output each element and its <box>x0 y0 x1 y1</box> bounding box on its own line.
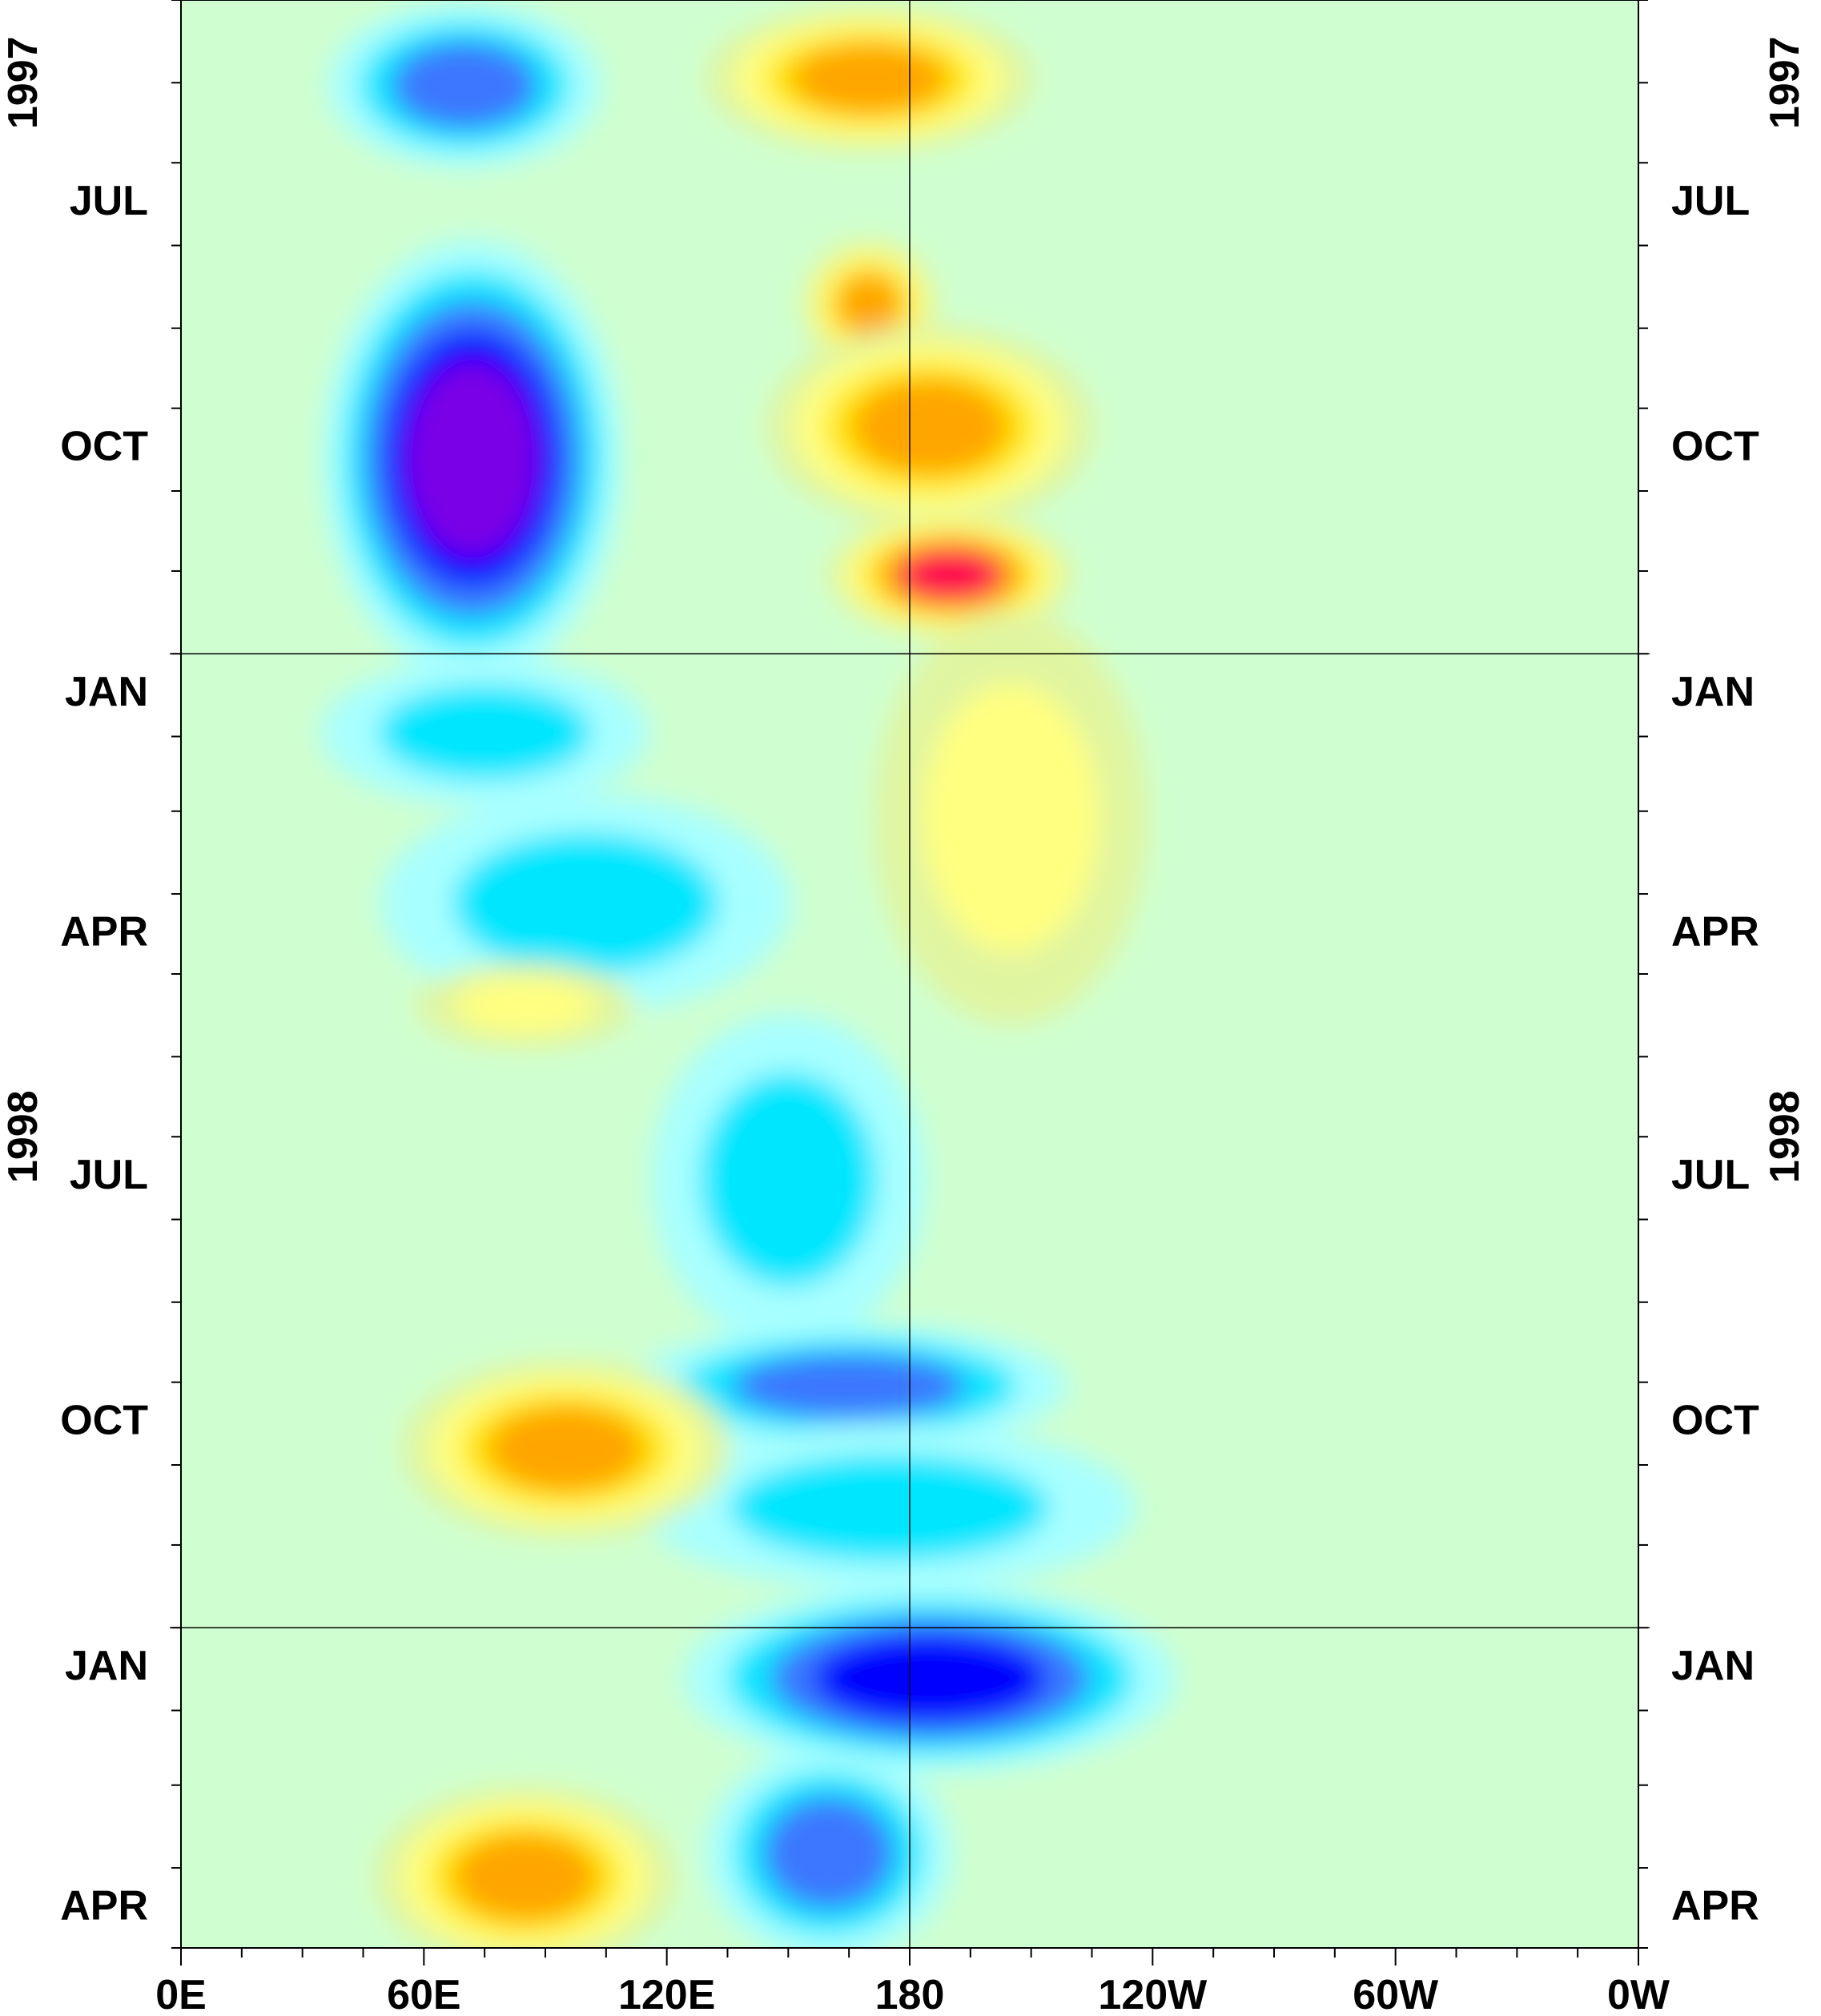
year-label-right: 1998 <box>1762 1090 1808 1183</box>
year-label-right: 1997 <box>1762 36 1808 129</box>
anomaly-field <box>320 2 1176 1948</box>
anomaly-feature <box>643 1424 1136 1591</box>
month-label-right: JAN <box>1671 1643 1755 1689</box>
anomaly-contour-band <box>922 683 1099 952</box>
anomaly-feature <box>380 793 791 1013</box>
year-label-left: 1998 <box>0 1090 46 1183</box>
anomaly-contour-band <box>814 1634 1047 1723</box>
anomaly-feature <box>320 658 649 807</box>
longitude-tick-label: 180 <box>875 1972 945 2016</box>
longitude-tick-label: 0W <box>1607 1972 1670 2016</box>
anomaly-contour-band <box>852 379 1007 475</box>
month-label-left: APR <box>60 909 148 956</box>
month-label-right: APR <box>1671 909 1759 956</box>
anomaly-feature <box>322 239 623 679</box>
longitude-tick-label: 120W <box>1098 1972 1208 2016</box>
longitude-tick-label: 0E <box>155 1972 207 2016</box>
month-label-left: JAN <box>65 1643 148 1689</box>
anomaly-contour-band <box>763 1797 894 1910</box>
anomaly-contour-band <box>488 1406 643 1492</box>
month-label-left: OCT <box>60 423 148 469</box>
axis-ticks <box>171 0 1648 1966</box>
month-label-left: JUL <box>70 178 148 224</box>
anomaly-contour-band <box>452 831 719 975</box>
month-label-left: JAN <box>65 669 148 715</box>
month-label-right: JUL <box>1671 178 1750 224</box>
month-label-right: APR <box>1671 1883 1759 1929</box>
month-label-right: OCT <box>1671 423 1759 469</box>
anomaly-contour-band <box>378 684 591 781</box>
anomaly-feature <box>826 512 1074 638</box>
month-label-left: OCT <box>60 1397 148 1443</box>
anomaly-feature <box>375 1785 676 1948</box>
anomaly-contour-band <box>733 1352 966 1420</box>
anomaly-contour-band <box>791 43 947 114</box>
anomaly-contour-band <box>730 1454 1049 1562</box>
anomaly-feature <box>705 1747 952 1948</box>
year-label-left: 1997 <box>0 36 46 129</box>
month-label-right: JUL <box>1671 1152 1750 1198</box>
longitude-tick-label: 60W <box>1353 1972 1439 2016</box>
month-label-left: JUL <box>70 1152 148 1198</box>
month-label-right: OCT <box>1671 1397 1759 1443</box>
month-label-right: JAN <box>1671 669 1755 715</box>
anomaly-contour-band <box>837 273 902 336</box>
longitude-tick-label: 60E <box>387 1972 461 2016</box>
anomaly-contour-band <box>454 977 597 1034</box>
anomaly-contour-band <box>896 547 1004 603</box>
anomaly-contour-band <box>699 1072 877 1287</box>
anomaly-contour-band <box>392 41 537 130</box>
anomaly-feature <box>630 1323 1068 1450</box>
longitude-tick-label: 120E <box>618 1972 715 2016</box>
anomaly-feature <box>684 1584 1176 1773</box>
anomaly-feature <box>705 5 1034 153</box>
anomaly-feature <box>651 1013 925 1346</box>
anomaly-contour-band <box>406 363 539 555</box>
anomaly-feature <box>401 1358 730 1539</box>
month-label-left: APR <box>60 1883 148 1929</box>
reference-lines <box>170 0 1650 1948</box>
anomaly-feature <box>874 610 1148 1025</box>
anomaly-feature <box>328 2 601 169</box>
axis-labels: 0E 60E 120E 180 120W 60W 0W JUL JUL OCT OCT JAN JAN A… <box>0 36 1808 2016</box>
anomaly-feature <box>416 963 635 1049</box>
anomaly-contour-band <box>454 1833 597 1921</box>
anomaly-feature <box>766 326 1095 528</box>
